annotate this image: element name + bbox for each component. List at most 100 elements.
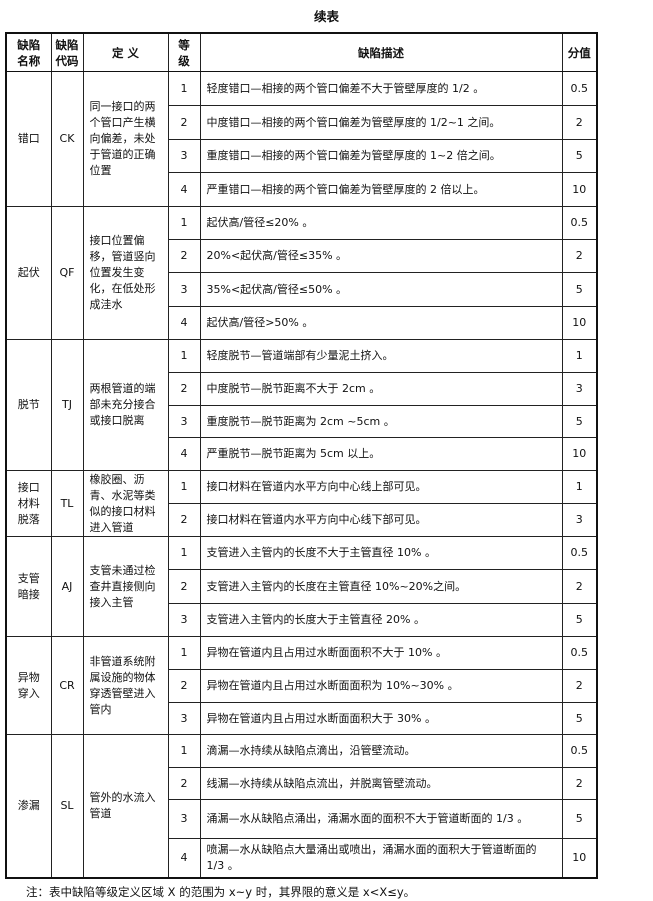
header-code: 缺陷代码 [50,32,84,72]
table-row: 3 支管进入主管内的长度大于主管直径 20% 。 5 [6,603,598,637]
table-row: 2 中度脱节—脱节距离不大于 2cm 。 3 [6,372,598,406]
defect-description: 重度错口—相接的两个管口偏差为管壁厚度的 1~2 倍之间。 [199,139,563,173]
defect-score: 0.5 [561,71,598,106]
defect-level: 4 [167,172,201,207]
defect-table: 缺陷名称 缺陷代码 定 义 等级 缺陷描述 分值 错口 CK 同一接口的两个管口产生… [5,32,598,879]
defect-description: 支管进入主管内的长度不大于主管直径 10% 。 [199,536,563,570]
defect-description: 支管进入主管内的长度在主管直径 10%~20%之间。 [199,569,563,604]
defect-score: 10 [561,838,598,878]
defect-code: CR [50,636,84,735]
defect-score: 5 [561,799,598,839]
defect-description: 接口材料在管道内水平方向中心线上部可见。 [199,470,563,504]
table-row: 异物穿入 CR 非管道系统附属设施的物体穿透管壁进入管内 1 异物在管道内且占用过水断面… [5,636,598,735]
defect-name: 接口材料脱落 [5,470,52,537]
table-row: 3 涌漏—水从缺陷点涌出，涌漏水面的面积不大于管道断面的 1/3 。 5 [6,799,598,839]
defect-description: 严重错口—相接的两个管口偏差为管壁厚度的 2 倍以上。 [199,172,563,207]
defect-description: 喷漏—水从缺陷点大量涌出或喷出，涌漏水面的面积大于管道断面的 1/3 。 [199,838,563,878]
defect-score: 3 [561,503,598,537]
defect-definition: 管外的水流入管道 [82,734,169,878]
defect-level: 2 [167,239,201,273]
defect-description: 中度错口—相接的两个管口偏差为管壁厚度的 1/2~1 之间。 [199,105,563,140]
defect-description: 起伏高/管径>50% 。 [199,306,563,340]
defect-code: QF [50,206,84,340]
defect-description: 起伏高/管径≤20% 。 [199,206,563,240]
defect-score: 5 [561,603,598,637]
header-description: 缺陷描述 [199,32,563,72]
defect-code: TJ [50,339,84,471]
table-row: 支管暗接 AJ 支管未通过检查井直接侧向接入主管 1 支管进入主管内的长度不大于主管直径… [5,536,598,637]
defect-level: 4 [167,437,201,471]
defect-description: 滴漏—水持续从缺陷点滴出，沿管壁流动。 [199,734,563,768]
defect-code: TL [50,470,84,537]
defect-description: 20%<起伏高/管径≤35% 。 [199,239,563,273]
defect-level: 1 [167,636,201,670]
defect-score: 2 [561,569,598,604]
defect-level: 1 [167,536,201,570]
defect-level: 2 [167,767,201,800]
defect-score: 10 [561,437,598,471]
defect-definition: 两根管道的端部未充分接合或接口脱离 [82,339,169,471]
table-row: 3 重度脱节—脱节距离为 2cm ~5cm 。 5 [6,405,598,438]
defect-description: 支管进入主管内的长度大于主管直径 20% 。 [199,603,563,637]
defect-description: 异物在管道内且占用过水断面面积大于 30% 。 [199,702,563,735]
defect-level: 3 [167,799,201,839]
defect-description: 中度脱节—脱节距离不大于 2cm 。 [199,372,563,406]
table-title: 续表 [313,9,339,24]
table-row: 2 异物在管道内且占用过水断面面积为 10%~30% 。 2 [6,669,598,703]
table-row: 4 严重错口—相接的两个管口偏差为管壁厚度的 2 倍以上。 10 [6,172,598,207]
defect-description: 轻度脱节—管道端部有少量泥土挤入。 [199,339,563,373]
defect-score: 5 [561,272,598,307]
defect-description: 35%<起伏高/管径≤50% 。 [199,272,563,307]
defect-level: 3 [167,272,201,307]
defect-score: 1 [561,339,598,373]
table-row: 4 严重脱节—脱节距离为 5cm 以上。 10 [6,437,598,471]
header-name: 缺陷名称 [5,32,52,72]
defect-level: 2 [167,569,201,604]
defect-description: 涌漏—水从缺陷点涌出，涌漏水面的面积不大于管道断面的 1/3 。 [199,799,563,839]
header-definition: 定 义 [82,32,169,72]
table-row: 错口 CK 同一接口的两个管口产生横向偏差，未处于管道的正确位置 1 轻度错口—相接的两… [5,71,598,207]
table-row: 起伏 QF 接口位置偏移，管道竖向位置发生变化，在低处形成洼水 1 起伏高/管径≤20%… [5,206,598,340]
defect-definition: 非管道系统附属设施的物体穿透管壁进入管内 [82,636,169,735]
defect-name: 脱节 [5,339,52,471]
defect-description: 轻度错口—相接的两个管口偏差不大于管壁厚度的 1/2 。 [199,71,563,106]
defect-definition: 橡胶圈、沥青、水泥等类似的接口材料进入管道 [82,470,169,537]
table-row: 2 支管进入主管内的长度在主管直径 10%~20%之间。 2 [6,569,598,604]
defect-score: 5 [561,139,598,173]
defect-score: 5 [561,702,598,735]
defect-score: 0.5 [561,206,598,240]
defect-score: 0.5 [561,536,598,570]
defect-level: 1 [167,71,201,106]
table-row: 接口材料脱落 TL 橡胶圈、沥青、水泥等类似的接口材料进入管道 1 接口材料在管道内水平… [5,470,598,537]
defect-score: 1 [561,470,598,504]
defect-definition: 接口位置偏移，管道竖向位置发生变化，在低处形成洼水 [82,206,169,340]
defect-description: 异物在管道内且占用过水断面面积不大于 10% 。 [199,636,563,670]
defect-code: SL [50,734,84,878]
table-row: 2 20%<起伏高/管径≤35% 。 2 [6,239,598,273]
defect-level: 2 [167,503,201,537]
defect-level: 1 [167,470,201,504]
defect-score: 3 [561,372,598,406]
header-score: 分值 [561,32,598,72]
defect-level: 3 [167,139,201,173]
defect-code: CK [50,71,84,207]
defect-description: 严重脱节—脱节距离为 5cm 以上。 [199,437,563,471]
defect-score: 2 [561,239,598,273]
defect-name: 起伏 [5,206,52,340]
table-row: 2 线漏—水持续从缺陷点流出，并脱离管壁流动。 2 [6,767,598,800]
defect-definition: 同一接口的两个管口产生横向偏差，未处于管道的正确位置 [82,71,169,207]
defect-score: 5 [561,405,598,438]
defect-name: 异物穿入 [5,636,52,735]
defect-name: 错口 [5,71,52,207]
header-row: 缺陷名称 缺陷代码 定 义 等级 缺陷描述 分值 [5,32,598,72]
table-row: 4 喷漏—水从缺陷点大量涌出或喷出，涌漏水面的面积大于管道断面的 1/3 。 10 [6,838,598,878]
defect-score: 0.5 [561,636,598,670]
table-row: 脱节 TJ 两根管道的端部未充分接合或接口脱离 1 轻度脱节—管道端部有少量泥土挤入。 1 [5,339,598,471]
defect-score: 2 [561,669,598,703]
defect-description: 重度脱节—脱节距离为 2cm ~5cm 。 [199,405,563,438]
header-level: 等级 [167,32,201,72]
defect-score: 2 [561,767,598,800]
defect-level: 4 [167,838,201,878]
defect-description: 异物在管道内且占用过水断面面积为 10%~30% 。 [199,669,563,703]
defect-level: 1 [167,339,201,373]
